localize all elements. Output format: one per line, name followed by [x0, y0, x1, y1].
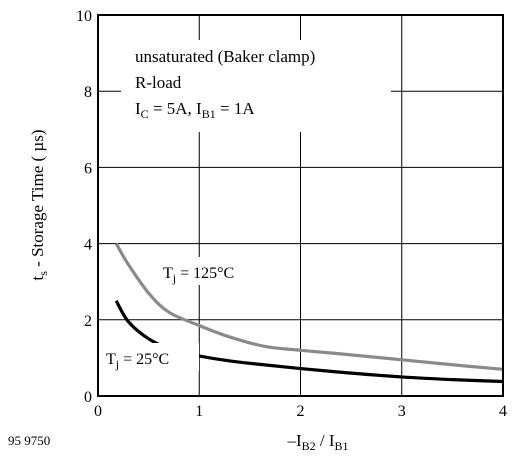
y-axis-title: ts - Storage Time ( µs) [28, 130, 50, 281]
condition-line-1: unsaturated (Baker clamp) [135, 47, 315, 66]
x-tick-label-1: 1 [195, 403, 203, 420]
x-tick-label-2: 2 [297, 403, 305, 420]
series-line-0 [114, 242, 504, 371]
figure-id: 95 9750 [8, 433, 50, 448]
series-label-125c: Tj = 125°C [163, 265, 234, 285]
x-tick-label-4: 4 [499, 403, 507, 420]
annotation-125-background [160, 257, 264, 285]
annotation-25-background [103, 343, 199, 371]
condition-note-background [121, 40, 391, 132]
series-line-1 [114, 299, 504, 384]
x-tick-label-0: 0 [94, 403, 102, 420]
x-tick-label-3: 3 [398, 403, 406, 420]
y-tick-label-4: 8 [84, 84, 92, 101]
tick-labels: 0 1 2 3 4 0 2 4 6 8 10 [76, 8, 507, 420]
condition-line-3: IC = 5A, IB1 = 1A [135, 99, 255, 121]
y-tick-label-5: 10 [76, 8, 92, 25]
y-tick-label-2: 4 [84, 237, 92, 254]
y-tick-label-3: 6 [84, 160, 92, 177]
condition-line-2: R-load [135, 73, 182, 92]
y-tick-label-0: 0 [84, 389, 92, 406]
x-axis-title: –IB2 / IB1 [286, 431, 348, 453]
curves [114, 242, 504, 384]
plot-frame [97, 14, 504, 397]
condition-note: unsaturated (Baker clamp) R-load IC = 5A… [135, 47, 315, 121]
y-tick-label-1: 2 [84, 313, 92, 330]
series-label-25c: Tj = 25°C [106, 351, 169, 371]
